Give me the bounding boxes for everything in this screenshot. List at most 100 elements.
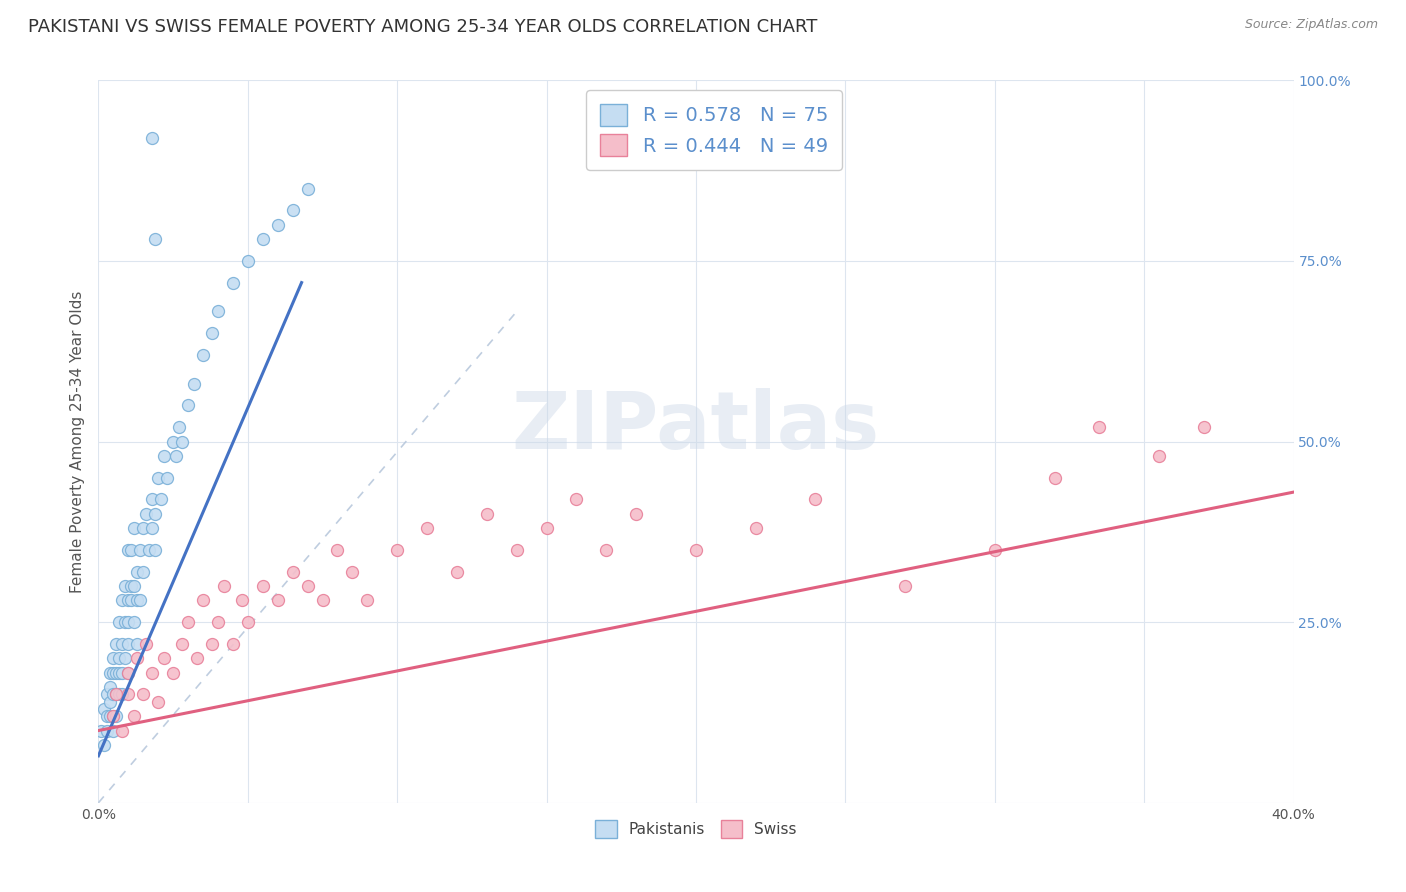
- Point: [98, 665, 122, 680]
- Point: [129, 593, 152, 607]
- Point: [120, 579, 142, 593]
- Point: [252, 579, 274, 593]
- Point: [111, 687, 134, 701]
- Point: [105, 709, 128, 723]
- Point: [111, 593, 134, 607]
- Point: [124, 521, 146, 535]
- Point: [804, 492, 827, 507]
- Point: [536, 521, 558, 535]
- Point: [595, 542, 617, 557]
- Point: [124, 709, 146, 723]
- Point: [281, 565, 304, 579]
- Point: [506, 542, 529, 557]
- Point: [105, 665, 128, 680]
- Point: [135, 637, 157, 651]
- Point: [153, 651, 176, 665]
- Point: [111, 637, 134, 651]
- Point: [475, 507, 498, 521]
- Point: [143, 232, 166, 246]
- Point: [143, 507, 166, 521]
- Point: [124, 615, 146, 630]
- Point: [446, 565, 468, 579]
- Point: [105, 687, 128, 701]
- Point: [117, 665, 139, 680]
- Point: [267, 218, 290, 232]
- Point: [117, 637, 139, 651]
- Point: [165, 449, 187, 463]
- Point: [1043, 470, 1066, 484]
- Point: [129, 542, 152, 557]
- Point: [342, 565, 364, 579]
- Point: [212, 579, 235, 593]
- Point: [117, 593, 139, 607]
- Point: [281, 203, 304, 218]
- Point: [356, 593, 378, 607]
- Point: [117, 665, 139, 680]
- Point: [120, 593, 142, 607]
- Point: [120, 542, 142, 557]
- Point: [93, 738, 115, 752]
- Point: [984, 542, 1007, 557]
- Point: [191, 348, 214, 362]
- Legend: Pakistanis, Swiss: Pakistanis, Swiss: [588, 813, 804, 846]
- Point: [105, 637, 128, 651]
- Point: [135, 507, 157, 521]
- Point: [98, 709, 122, 723]
- Point: [103, 723, 125, 738]
- Point: [156, 470, 179, 484]
- Point: [297, 579, 319, 593]
- Point: [172, 637, 194, 651]
- Text: ZIPatlas: ZIPatlas: [512, 388, 880, 467]
- Point: [127, 651, 149, 665]
- Point: [132, 521, 155, 535]
- Text: Source: ZipAtlas.com: Source: ZipAtlas.com: [1244, 18, 1378, 31]
- Point: [685, 542, 707, 557]
- Point: [148, 470, 170, 484]
- Point: [143, 542, 166, 557]
- Point: [236, 253, 259, 268]
- Point: [117, 615, 139, 630]
- Point: [108, 651, 131, 665]
- Point: [98, 695, 122, 709]
- Point: [153, 449, 176, 463]
- Point: [565, 492, 588, 507]
- Point: [231, 593, 253, 607]
- Point: [326, 542, 349, 557]
- Point: [117, 687, 139, 701]
- Point: [127, 593, 149, 607]
- Point: [162, 434, 184, 449]
- Point: [114, 615, 136, 630]
- Point: [127, 565, 149, 579]
- Point: [385, 542, 409, 557]
- Point: [1192, 420, 1215, 434]
- Point: [1147, 449, 1170, 463]
- Point: [172, 434, 194, 449]
- Point: [252, 232, 274, 246]
- Point: [90, 723, 112, 738]
- Point: [222, 637, 245, 651]
- Point: [201, 326, 224, 340]
- Point: [311, 593, 333, 607]
- Point: [132, 687, 155, 701]
- Point: [117, 542, 139, 557]
- Point: [141, 521, 163, 535]
- Point: [267, 593, 290, 607]
- Point: [141, 131, 163, 145]
- Point: [132, 565, 155, 579]
- Point: [416, 521, 439, 535]
- Point: [103, 651, 125, 665]
- Point: [177, 398, 200, 412]
- Point: [98, 680, 122, 694]
- Point: [103, 665, 125, 680]
- Point: [222, 276, 245, 290]
- Point: [141, 665, 163, 680]
- Point: [93, 702, 115, 716]
- Point: [108, 665, 131, 680]
- Point: [108, 615, 131, 630]
- Point: [191, 593, 214, 607]
- Point: [103, 709, 125, 723]
- Point: [236, 615, 259, 630]
- Point: [105, 687, 128, 701]
- Point: [183, 376, 205, 391]
- Point: [745, 521, 768, 535]
